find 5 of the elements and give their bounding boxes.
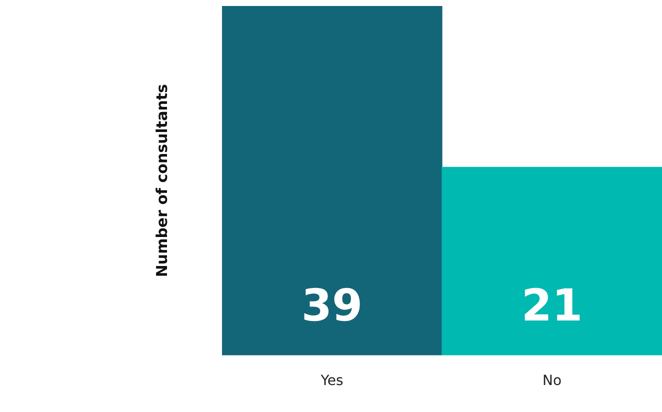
x-tick-label: Yes <box>320 373 344 390</box>
y-axis-title: Number of consultants <box>152 84 171 278</box>
x-tick-label: No <box>542 373 562 390</box>
data-label: 21 <box>521 280 583 332</box>
data-label: 39 <box>301 280 363 332</box>
